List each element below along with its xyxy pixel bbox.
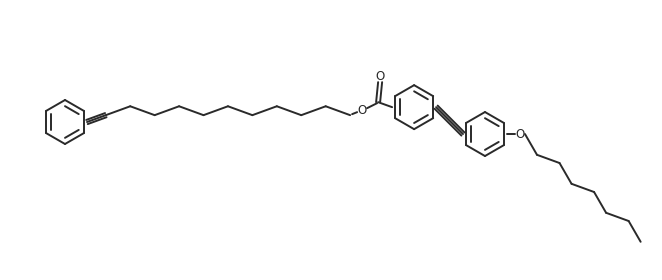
Text: O: O bbox=[515, 127, 524, 141]
Text: O: O bbox=[357, 104, 367, 117]
Text: O: O bbox=[375, 70, 385, 83]
